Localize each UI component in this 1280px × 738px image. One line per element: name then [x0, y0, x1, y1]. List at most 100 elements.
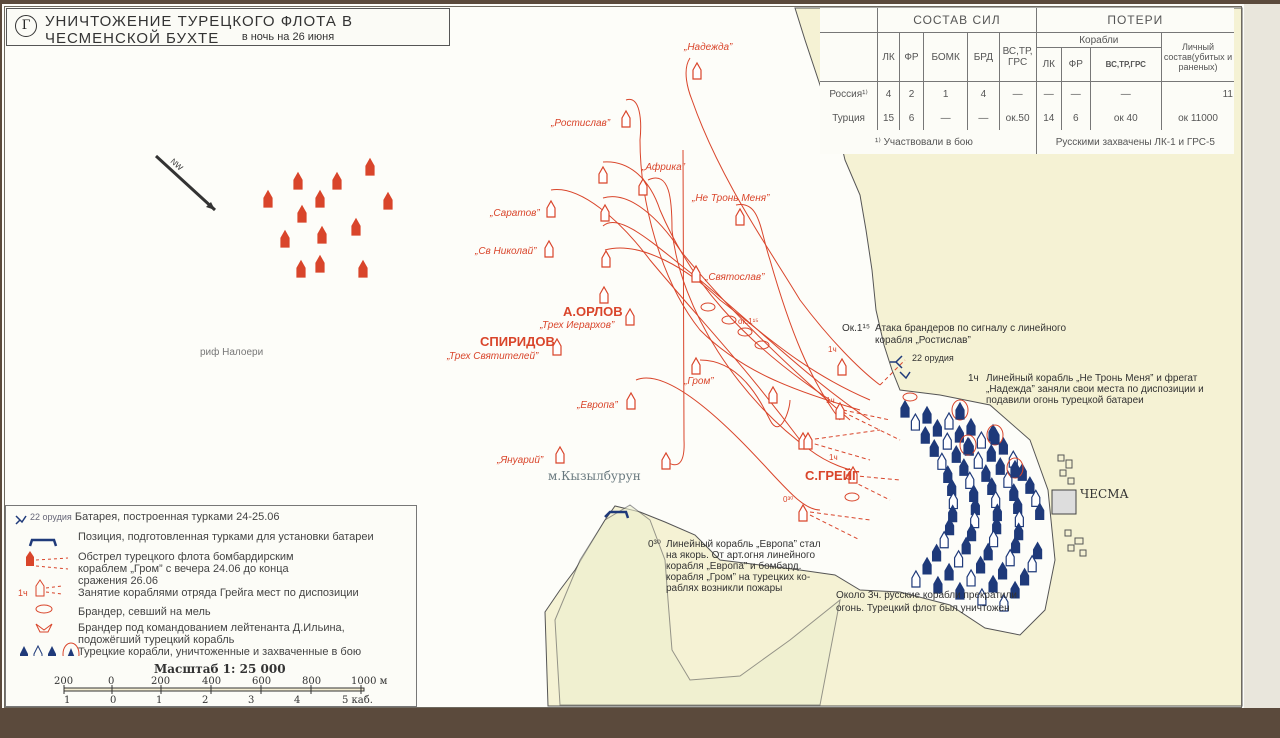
- turkish-ship-icon: [970, 497, 980, 516]
- time-label: 1ч: [828, 345, 837, 354]
- scale-tick: 0: [110, 695, 117, 706]
- cape-label: м.Кызылбурун: [548, 469, 641, 483]
- russian-ship-icon: [848, 465, 858, 484]
- fireship-icon: [700, 302, 716, 312]
- legend-item: Турецкие корабли, уничтоженные и захваче…: [78, 646, 362, 658]
- battery-icon: [890, 355, 911, 380]
- footnote: ¹⁾ Участвовали в бою: [875, 136, 973, 148]
- fireship-icon: [754, 340, 770, 350]
- annotation-evropa: корабля „Гром” на турецких ко-: [666, 571, 810, 583]
- scale-tick: 5 каб.: [342, 695, 373, 706]
- cell: 6: [898, 106, 924, 131]
- ship-label-saratov: „Саратов”: [489, 208, 540, 219]
- cell: 11: [1161, 81, 1234, 107]
- time-label: 1ч: [829, 453, 838, 462]
- scale-tick: 200: [151, 676, 171, 687]
- turkish-ship-icon: [981, 464, 991, 482]
- russian-ship-icon: [546, 199, 556, 218]
- captured-note: Русскими захвачены ЛК-1 и ГРС-5: [1035, 130, 1234, 154]
- annotation-evropa: раблях возникли пожары: [666, 582, 782, 594]
- turkish-ship-icon: [922, 405, 932, 424]
- legend-item: Брандер под командованием лейтенанта Д.И…: [78, 622, 345, 646]
- turkish-ship-icon: [975, 555, 986, 574]
- turkish-ship-icon: [999, 593, 1009, 612]
- turkish-ship-icon: [1025, 476, 1035, 494]
- cell: 1: [923, 81, 968, 107]
- scale-tick: 1: [156, 695, 163, 706]
- scale-title: Масштаб 1: 25 000: [154, 662, 286, 676]
- col-header: БОМК: [923, 32, 968, 82]
- cell: ок 40: [1089, 106, 1162, 131]
- annotation-ne-tron: „Надежда” заняли свои места по диспозици…: [986, 384, 1204, 395]
- ilyin-fireship-icon: [35, 623, 53, 633]
- legend: 22 орудия Батарея, построенная турками 2…: [5, 505, 417, 707]
- greig-squadron-icon: [35, 579, 63, 597]
- battery-icon: [15, 515, 27, 525]
- ship-label-svyatoslav: „Святослав”: [704, 272, 765, 283]
- russian-ship-icon: [768, 385, 778, 404]
- burning-ship-icon: [951, 399, 969, 421]
- turkish-ship-icon: [910, 412, 920, 431]
- bombardment-icon: [26, 551, 69, 570]
- scale-bar: [63, 685, 365, 694]
- russian-ship-icon: [798, 503, 808, 522]
- ship-label-nikolai: „Св Николай”: [474, 246, 537, 257]
- annotation-ne-tron: подавили огонь турецкой батареи: [986, 394, 1144, 406]
- russian-ship-icon: [263, 189, 273, 208]
- turkish-ship-icon: [977, 587, 987, 606]
- cell: ок.50: [998, 106, 1037, 131]
- turkish-ship-icon: [943, 465, 953, 483]
- cell: Турция: [832, 112, 865, 124]
- cell: —: [998, 81, 1037, 107]
- turkish-ship-icon: [933, 575, 943, 594]
- col-header: Личный состав(убитых и раненых): [1161, 32, 1234, 82]
- cell: —: [967, 106, 1000, 131]
- ship-label-nadezhda: „Надежда”: [683, 42, 733, 53]
- turkish-ship-icon: [961, 536, 971, 555]
- turkish-ship-icon: [963, 436, 973, 455]
- ship-label-evropa: „Европа”: [576, 400, 618, 411]
- peninsula-tip: [554, 504, 841, 706]
- turkish-ship-icon: [931, 543, 942, 562]
- title-main: УНИЧТОЖЕНИЕ ТУРЕЦКОГО ФЛОТА В ЧЕСМЕНСКОЙ…: [45, 13, 354, 47]
- section-badge: Г: [15, 15, 37, 37]
- russian-ship-icon: [691, 356, 701, 375]
- russian-ship-icon: [351, 217, 361, 236]
- cell: 4: [967, 81, 1000, 107]
- turkish-ships-icon: [20, 642, 80, 656]
- turkish-ship-icon: [969, 484, 979, 503]
- turkish-ship-icon: [947, 478, 957, 497]
- battery-position-icon: [604, 510, 630, 519]
- col-header: ВС,ТР, ГРС: [998, 32, 1037, 82]
- russian-ship-icon: [544, 239, 554, 258]
- russian-ships: [263, 61, 858, 522]
- turkish-ship-icon: [939, 530, 949, 549]
- cell: —: [923, 106, 968, 131]
- time-label: ок.1¹⁵: [738, 317, 759, 326]
- legend-item: Позиция, подготовленная турками для уста…: [78, 531, 374, 543]
- burning-ship-icon: [1006, 457, 1024, 479]
- russian-ship-icon: [803, 431, 813, 450]
- turkish-ship-icon: [1005, 548, 1015, 567]
- burning-ship-icon: [959, 434, 977, 456]
- scale-tick: 1: [64, 695, 71, 706]
- scale-tick: 1000 м: [351, 676, 388, 687]
- russian-courses: [550, 57, 881, 511]
- annotation-end: Около 3ч. русские корабли прекратили: [836, 589, 1017, 601]
- turkish-ship-icon: [944, 562, 954, 581]
- map-title: Г УНИЧТОЖЕНИЕ ТУРЕЦКОГО ФЛОТА В ЧЕСМЕНСК…: [6, 8, 450, 47]
- turkish-ship-icon: [920, 425, 930, 444]
- cell: —: [1035, 81, 1062, 107]
- title-sub: в ночь на 26 июня: [241, 31, 335, 43]
- header-ships: Корабли: [1035, 32, 1162, 48]
- table-row: Турция 15 6 — — ок.50 14 6 ок 40 ок 1100…: [820, 106, 1234, 131]
- commander-orlov: А.ОРЛОВ: [563, 304, 623, 319]
- turkish-ship-icon: [966, 568, 976, 587]
- annotation-evropa: корабля „Европа” и бомбард.: [666, 560, 801, 572]
- scale-tick: 800: [302, 676, 322, 687]
- annotation-fireships: Атака брандеров по сигналу с линейного: [875, 322, 1066, 334]
- russian-ship-icon: [626, 391, 636, 410]
- russian-ship-icon: [280, 229, 290, 248]
- cell: —: [1060, 81, 1090, 107]
- turkish-ship-icon: [997, 561, 1008, 580]
